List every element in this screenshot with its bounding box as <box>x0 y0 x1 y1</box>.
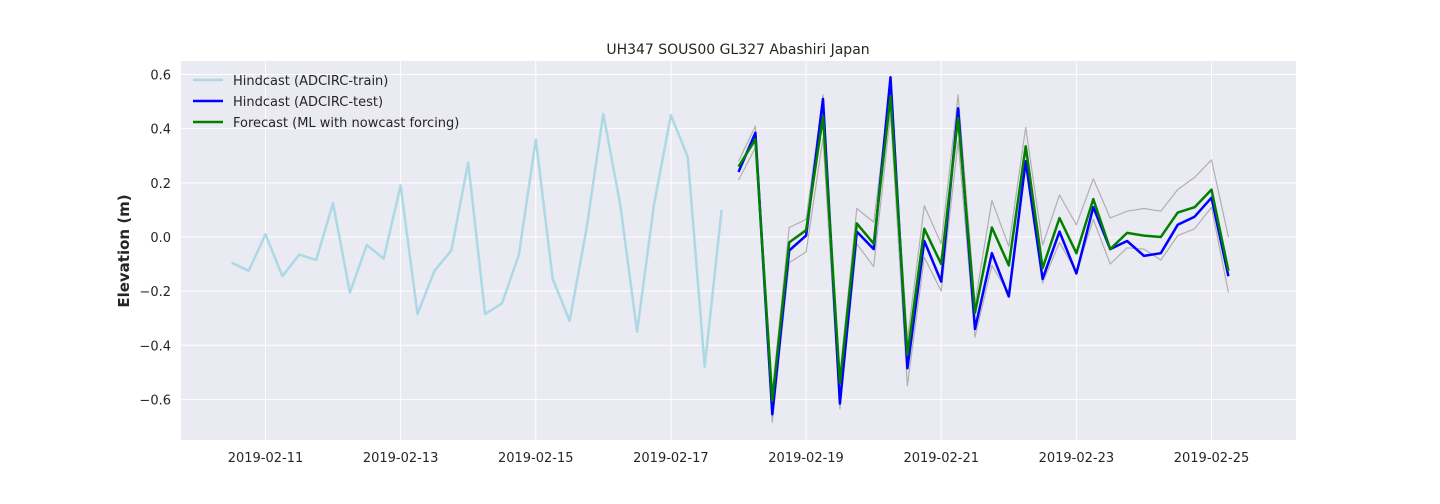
y-tick-label: 0.4 <box>150 123 171 138</box>
y-tick-label: −0.6 <box>139 393 171 408</box>
y-tick-labels: −0.6 −0.4 −0.2 0.0 0.2 0.4 0.6 <box>139 69 171 409</box>
y-tick-label: −0.2 <box>139 285 171 300</box>
uncertainty-lower-line <box>737 113 1229 423</box>
x-tick-label: 2019-02-17 <box>633 451 709 466</box>
x-tick-label: 2019-02-15 <box>498 451 574 466</box>
x-tick-label: 2019-02-23 <box>1039 451 1115 466</box>
chart-title: UH347 SOUS00 GL327 Abashiri Japan <box>606 42 869 58</box>
y-gridlines <box>181 74 1296 400</box>
y-axis-label: Elevation (m) <box>115 194 133 307</box>
x-gridlines <box>264 61 1213 440</box>
legend-label-forecast: Forecast (ML with nowcast forcing) <box>233 116 459 131</box>
x-tick-labels: 2019-02-11 2019-02-13 2019-02-15 2019-02-17… <box>228 451 1250 466</box>
y-tick-label: 0.0 <box>150 231 171 246</box>
series-line-test <box>737 75 1230 416</box>
series-lines <box>231 75 1230 423</box>
x-tick-label: 2019-02-13 <box>363 451 439 466</box>
series-line-train <box>231 112 723 369</box>
legend: Hindcast (ADCIRC-train) Hindcast (ADCIRC… <box>193 74 459 131</box>
y-tick-label: 0.2 <box>150 177 171 192</box>
y-tick-label: −0.4 <box>139 339 171 354</box>
legend-label-test: Hindcast (ADCIRC-test) <box>233 95 383 110</box>
y-tick-label: 0.6 <box>150 69 171 84</box>
x-tick-label: 2019-02-25 <box>1174 451 1250 466</box>
x-tick-label: 2019-02-21 <box>903 451 979 466</box>
x-tick-label: 2019-02-11 <box>228 451 304 466</box>
legend-label-train: Hindcast (ADCIRC-train) <box>233 74 388 89</box>
plot-area <box>181 61 1296 440</box>
x-tick-label: 2019-02-19 <box>768 451 844 466</box>
series-line-forecast <box>737 94 1230 402</box>
